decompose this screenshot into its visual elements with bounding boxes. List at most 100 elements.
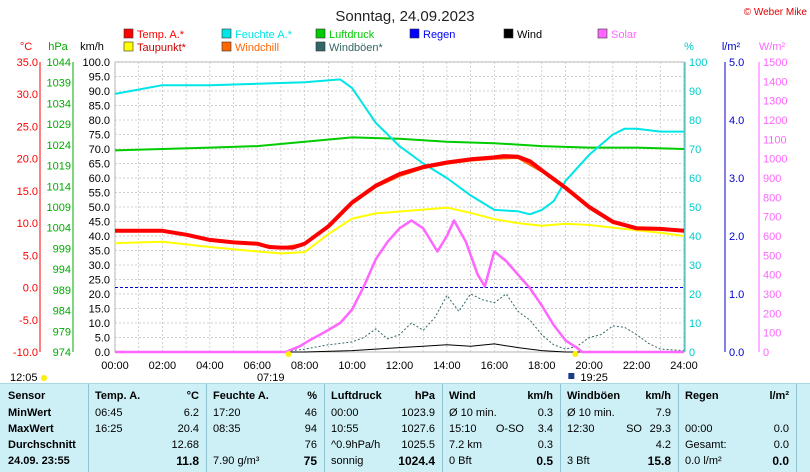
sunrise-icon xyxy=(285,351,292,357)
x-tick: 00:00 xyxy=(101,360,129,372)
wind-row-time: 15:10 xyxy=(449,423,477,435)
legend-swatch xyxy=(409,28,420,39)
pressure-column: Luftdruck hPa 00:00 1023.9 10:55 1027.6 ^0.9hP… xyxy=(324,384,443,472)
pressure-tick: 1014 xyxy=(47,181,71,193)
x-tick: 04:00 xyxy=(196,360,224,372)
rain-row-value: 0.0 xyxy=(772,454,789,468)
temp-row-time: 16:25 xyxy=(95,423,123,435)
temp-header: Temp. A. °C xyxy=(88,388,206,404)
x-tick: 20:00 xyxy=(575,360,603,372)
x-tick: 14:00 xyxy=(433,360,461,372)
humidity-tick: 90 xyxy=(689,86,701,98)
humidity-header-unit: % xyxy=(307,390,317,402)
series-lines xyxy=(114,78,685,354)
temp-row: 11.8 xyxy=(88,453,206,469)
speed-tick: 20.0 xyxy=(89,289,110,301)
rain-row-value: 0.0 xyxy=(773,423,789,435)
gust-row-value: 15.8 xyxy=(647,454,671,468)
humidity-row-time: 08:35 xyxy=(213,423,241,435)
temp-row-value: 20.4 xyxy=(177,423,199,435)
humidity-row-value: 46 xyxy=(304,407,317,419)
humidity-row-value: 76 xyxy=(304,439,317,451)
temp-row: 06:45 6.2 xyxy=(88,405,206,421)
rain-row-time: 00:00 xyxy=(685,423,713,435)
speed-tick: 75.0 xyxy=(89,130,110,142)
gust-row-value: 29.3 xyxy=(649,423,671,435)
pressure-row-value: 1027.6 xyxy=(401,423,435,435)
humidity-tick: 40 xyxy=(689,231,701,243)
series-feuchtea xyxy=(114,78,684,216)
gust-header-label: Windböen xyxy=(567,390,621,402)
rain-header: Regen l/m² xyxy=(678,388,796,404)
rain-tick: 2.0 xyxy=(729,231,744,243)
humidity-tick: 50 xyxy=(689,202,701,214)
solar-tick: 800 xyxy=(763,192,781,204)
credit-text: © Weber Mike xyxy=(744,7,808,18)
wind-row-value: 0.5 xyxy=(536,454,553,468)
solar-tick: 1100 xyxy=(763,134,787,146)
rain-header-label: Regen xyxy=(685,390,719,402)
solar-tick: 700 xyxy=(763,212,781,224)
wind-row-value: 3.4 xyxy=(537,423,553,435)
solar-tick: 400 xyxy=(763,270,781,282)
legend-label: Feuchte A.* xyxy=(235,29,293,41)
speed-tick: 55.0 xyxy=(89,188,110,200)
rain-tick: 5.0 xyxy=(729,57,744,69)
speed-tick: 60.0 xyxy=(89,173,110,185)
x-tick: 02:00 xyxy=(149,360,177,372)
pressure-row-time: ^0.9hPa/h xyxy=(331,439,381,451)
sensor-column: Sensor MinWert MaxWert Durchschnitt 24.0… xyxy=(0,384,89,472)
row-label-max: MaxWert xyxy=(8,423,54,435)
pressure-row: ^0.9hPa/h 1025.5 xyxy=(324,437,442,453)
wind-row: 7.2 km 0.3 xyxy=(442,437,560,453)
temp-row-time: 06:45 xyxy=(95,407,123,419)
humidity-tick: 30 xyxy=(689,260,701,272)
humidity-tick: 10 xyxy=(689,318,701,330)
speed-tick: 10.0 xyxy=(89,318,110,330)
row-label-min: MinWert xyxy=(8,407,52,419)
sunset-label: 19:25 xyxy=(580,372,608,383)
legend-label: Luftdruck xyxy=(329,29,375,41)
speed-tick: 0.0 xyxy=(95,347,110,359)
humidity-tick: 0 xyxy=(689,347,695,359)
speed-unit: km/h xyxy=(80,41,104,53)
speed-tick: 100.0 xyxy=(82,57,110,69)
legend-swatch xyxy=(315,28,326,39)
temp-tick: 25.0 xyxy=(17,121,38,133)
sunrise-label: 07:19 xyxy=(257,372,285,383)
x-tick: 22:00 xyxy=(623,360,651,372)
series-windben xyxy=(115,293,685,353)
pressure-tick: 1039 xyxy=(47,78,71,90)
gust-row-time: 12:30 xyxy=(567,423,595,435)
temp-tick: 10.0 xyxy=(17,218,38,230)
humidity-row: 76 xyxy=(206,437,324,453)
pressure-tick: 994 xyxy=(53,264,71,276)
solar-unit: W/m² xyxy=(759,41,786,53)
gust-row-value: 4.2 xyxy=(655,439,671,451)
humidity-header: Feuchte A.% xyxy=(206,388,324,404)
solar-tick: 1300 xyxy=(763,96,787,108)
temp-tick: 35.0 xyxy=(17,57,38,69)
temp-row-value: 12.68 xyxy=(171,439,199,451)
speed-tick: 50.0 xyxy=(89,202,110,214)
speed-tick: 95.0 xyxy=(89,72,110,84)
series-taupunkt xyxy=(114,206,685,255)
solar-tick: 300 xyxy=(763,289,781,301)
speed-tick: 65.0 xyxy=(89,159,110,171)
moonset-icon xyxy=(568,373,575,379)
wind-row-value: 0.3 xyxy=(537,439,553,451)
x-tick: 08:00 xyxy=(291,360,319,372)
pressure-tick: 1024 xyxy=(47,140,71,152)
x-tick: 24:00 xyxy=(670,360,698,372)
rain-row-time: 0.0 l/m² xyxy=(685,455,722,467)
legend-swatch xyxy=(123,28,134,39)
pressure-row-time: 10:55 xyxy=(331,423,359,435)
weather-chart: Sonntag, 24.09.2023 © Weber Mike Temp. A… xyxy=(10,7,808,383)
speed-tick: 30.0 xyxy=(89,260,110,272)
pressure-tick: 979 xyxy=(53,326,71,338)
solar-tick: 1400 xyxy=(763,76,787,88)
chart-title: Sonntag, 24.09.2023 xyxy=(335,8,474,25)
axes-labels: 35.0 30.0 25.0 20.0 15.0 10.0 5.0 0.0 -5.0 -10.0 1… xyxy=(13,57,788,372)
pressure-row-value: 1024.4 xyxy=(398,454,435,468)
row-label-current: 24.09. 23:55 xyxy=(8,455,70,467)
